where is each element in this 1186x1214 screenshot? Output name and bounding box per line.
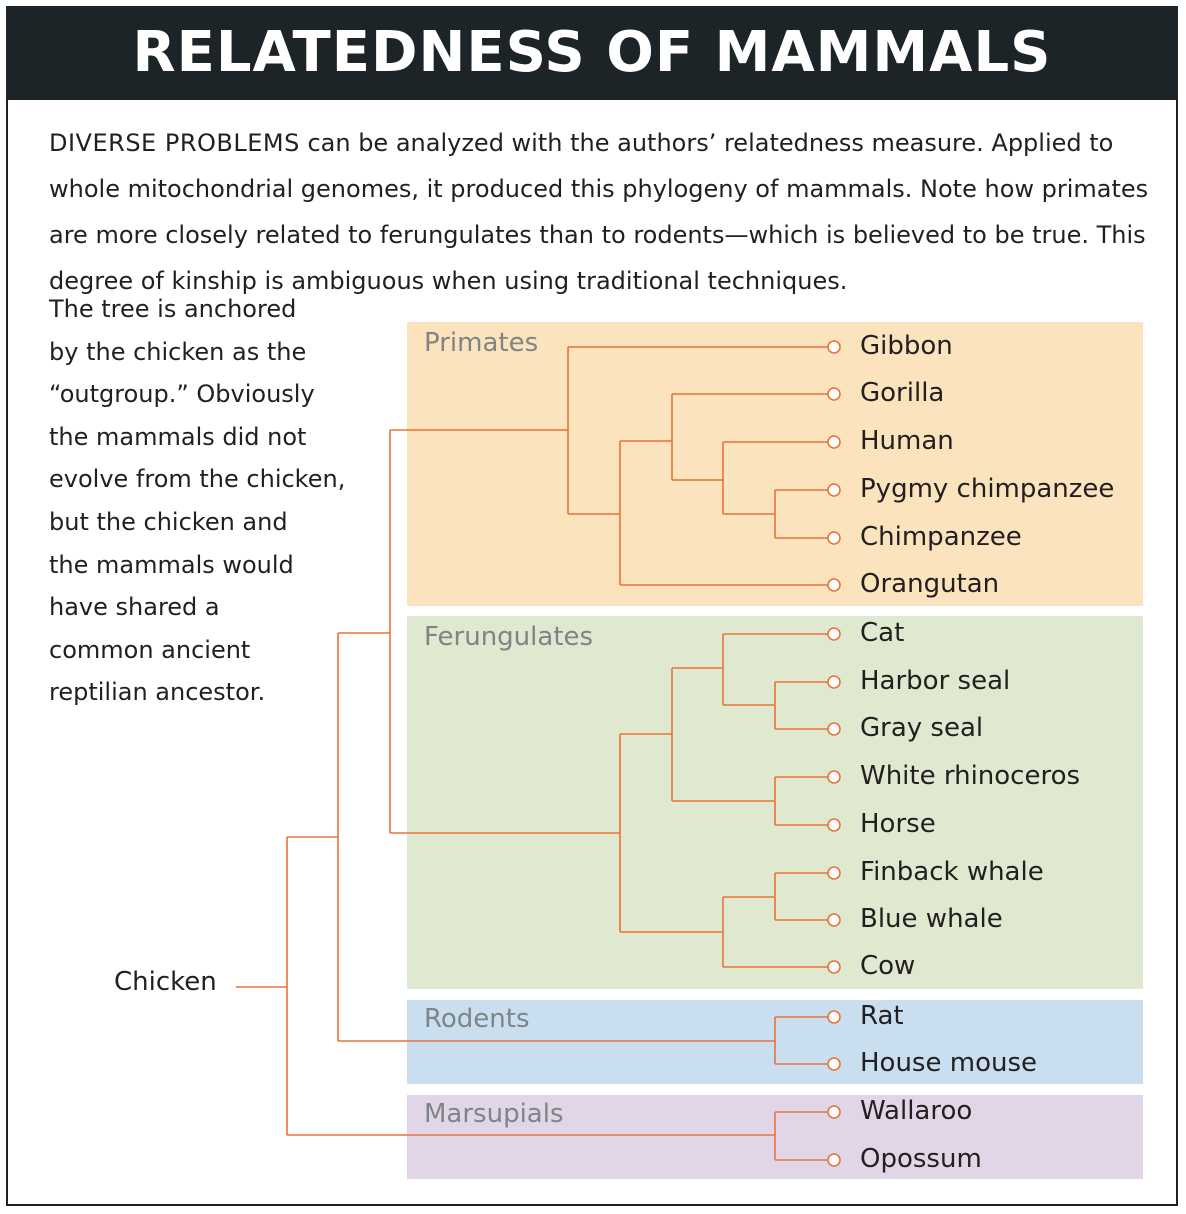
branch-african-apes — [671, 393, 828, 481]
leaf-node-gray-seal — [827, 722, 841, 736]
outgroup-label-chicken: Chicken — [114, 967, 217, 997]
branch-primates-ferungulates — [389, 429, 620, 834]
branch-whales — [774, 872, 828, 921]
leaf-label-rat: Rat — [860, 1001, 904, 1031]
branch-marsupials — [774, 1111, 828, 1161]
leaf-node-chimpanzee — [827, 531, 841, 545]
leaf-label-white-rhinoceros: White rhinoceros — [860, 761, 1081, 791]
side-note: The tree is anchored by the chicken as t… — [49, 288, 379, 714]
side-note-line: The tree is anchored — [49, 295, 297, 323]
leaf-node-horse — [827, 818, 841, 832]
leaf-node-rat — [827, 1010, 841, 1024]
leaf-node-finback-whale — [827, 866, 841, 880]
leaf-node-orangutan — [827, 578, 841, 592]
branch-rodents — [774, 1016, 828, 1065]
leaf-node-gorilla — [827, 387, 841, 401]
leaf-node-white-rhinoceros — [827, 770, 841, 784]
leaf-label-gray-seal: Gray seal — [860, 713, 984, 743]
leaf-label-orangutan: Orangutan — [860, 569, 1000, 599]
intro-lead: DIVERSE PROBLEMS — [49, 129, 300, 157]
side-note-line: reptilian ancestor. — [49, 678, 266, 707]
branch-great-apes — [619, 440, 828, 586]
leaf-label-cat: Cat — [860, 618, 905, 648]
intro-paragraph: DIVERSE PROBLEMS can be analyzed with th… — [49, 120, 1149, 304]
side-note-line: but the chicken and — [49, 507, 288, 536]
leaf-node-house-mouse — [827, 1057, 841, 1071]
intro-text: can be analyzed with the authors’ relate… — [49, 129, 1149, 295]
leaf-node-gibbon — [827, 340, 841, 354]
leaf-node-human — [827, 435, 841, 449]
branch-seals — [774, 681, 828, 730]
side-note-line: have shared a — [49, 593, 220, 622]
branch-root — [236, 836, 775, 1136]
side-note-line: “outgroup.” Obviously — [49, 380, 315, 409]
branch-carnivores — [722, 633, 828, 706]
side-note-line: the mammals would — [49, 550, 294, 579]
group-label-ferungulates: Ferungulates — [424, 622, 594, 652]
branch-placentals — [337, 632, 775, 1042]
side-note-line: by the chicken as the — [49, 337, 307, 366]
leaf-label-gibbon: Gibbon — [860, 331, 953, 361]
leaf-label-harbor-seal: Harbor seal — [860, 666, 1011, 696]
leaf-node-opossum — [827, 1153, 841, 1167]
leaf-label-finback-whale: Finback whale — [860, 857, 1044, 887]
branch-ferungulates — [619, 733, 723, 933]
leaf-label-cow: Cow — [860, 951, 916, 981]
leaf-node-cow — [827, 960, 841, 974]
leaf-label-blue-whale: Blue whale — [860, 904, 1003, 934]
leaf-label-chimpanzee: Chimpanzee — [860, 522, 1022, 552]
branch-primates — [567, 346, 828, 515]
group-label-rodents: Rodents — [424, 1004, 530, 1034]
group-label-marsupials: Marsupials — [424, 1099, 564, 1129]
branch-chimps — [774, 489, 828, 539]
leaf-label-horse: Horse — [860, 809, 936, 839]
leaf-node-harbor-seal — [827, 675, 841, 689]
leaf-node-wallaroo — [827, 1105, 841, 1119]
leaf-label-pygmy-chimpanzee: Pygmy chimpanzee — [860, 474, 1115, 504]
side-note-line: common ancient — [49, 635, 251, 664]
branch-carnivore-perissodactyl — [671, 667, 775, 802]
leaf-label-gorilla: Gorilla — [860, 378, 945, 408]
side-note-line: evolve from the chicken, — [49, 465, 346, 494]
leaf-label-human: Human — [860, 426, 954, 456]
leaf-label-opossum: Opossum — [860, 1144, 982, 1174]
branch-cetartiodactyls — [722, 896, 828, 968]
leaf-node-cat — [827, 627, 841, 641]
primates-panel — [407, 322, 1143, 606]
branch-perissodactyls — [774, 776, 828, 826]
leaf-label-wallaroo: Wallaroo — [860, 1096, 973, 1126]
leaf-label-house-mouse: House mouse — [860, 1048, 1037, 1078]
leaf-node-pygmy-chimpanzee — [827, 483, 841, 497]
group-label-primates: Primates — [424, 328, 539, 358]
branch-homininae — [722, 441, 828, 515]
leaf-node-blue-whale — [827, 913, 841, 927]
side-note-line: the mammals did not — [49, 422, 307, 451]
figure-title: RELATEDNESS OF MAMMALS — [6, 6, 1178, 100]
